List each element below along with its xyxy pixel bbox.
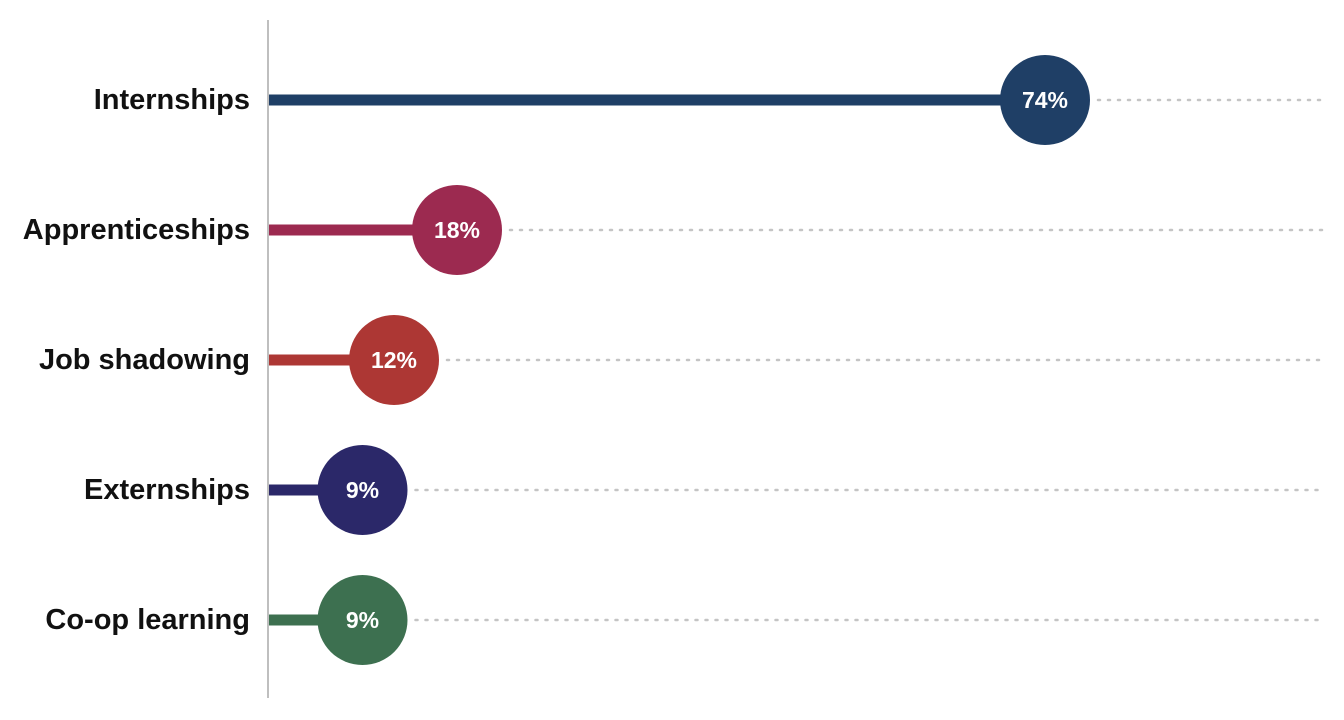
category-label: Externships xyxy=(84,474,250,506)
bar-bubble xyxy=(349,315,439,405)
category-label: Internships xyxy=(94,84,250,116)
value-label: 12% xyxy=(371,347,417,373)
chart-rows: 74% Internships 18% Apprenticeships 12% Job s… xyxy=(23,55,1327,665)
value-label: 74% xyxy=(1022,87,1068,113)
bar-bubble xyxy=(317,445,408,535)
bar-bubble xyxy=(317,575,408,665)
category-label: Job shadowing xyxy=(39,344,250,376)
value-label: 9% xyxy=(346,477,379,503)
category-label: Co-op learning xyxy=(45,604,250,636)
category-label: Apprenticeships xyxy=(23,214,250,246)
bar-bubble xyxy=(412,185,502,275)
value-label: 9% xyxy=(346,607,379,633)
bar-bubble xyxy=(1000,55,1090,145)
value-label: 18% xyxy=(434,217,480,243)
